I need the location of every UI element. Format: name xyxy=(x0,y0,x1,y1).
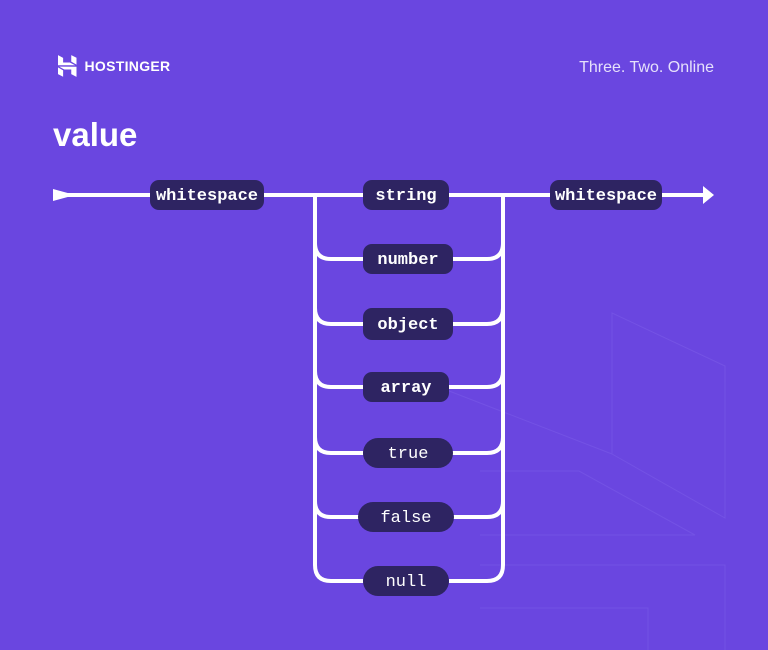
svg-text:object: object xyxy=(377,316,438,335)
svg-text:number: number xyxy=(377,251,438,270)
svg-text:null: null xyxy=(386,573,427,592)
svg-text:whitespace: whitespace xyxy=(555,187,657,206)
svg-text:array: array xyxy=(380,379,431,398)
svg-text:false: false xyxy=(380,509,431,528)
svg-text:string: string xyxy=(375,187,436,206)
svg-text:true: true xyxy=(388,445,429,464)
svg-text:whitespace: whitespace xyxy=(156,187,258,206)
